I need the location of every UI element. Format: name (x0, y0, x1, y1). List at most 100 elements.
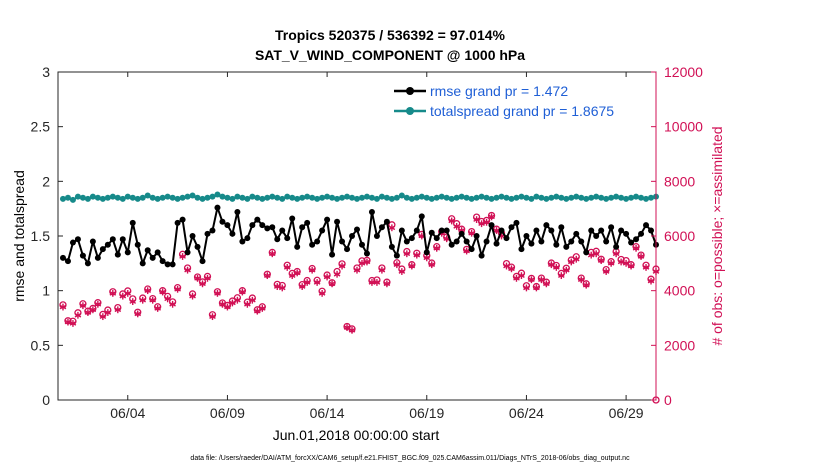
asterisk-stroke (338, 263, 346, 269)
totalspread-point (149, 194, 156, 201)
totalspread-point (488, 195, 495, 202)
rmse-point (628, 239, 635, 246)
asterisk-stroke (398, 269, 406, 274)
assimilated-obs-point (483, 218, 490, 226)
asterisk-stroke (154, 306, 161, 311)
totalspread-point (543, 195, 550, 202)
asterisk-stroke (488, 214, 495, 220)
rmse-point (99, 246, 106, 253)
rmse-point (543, 222, 550, 229)
rmse-point (453, 238, 460, 245)
totalspread-point (593, 193, 600, 200)
rmse-point (214, 204, 221, 211)
totalspread-point (179, 194, 186, 201)
asterisk-stroke (74, 312, 82, 318)
asterisk-stroke (597, 258, 605, 263)
assimilated-obs-point (533, 284, 540, 292)
rmse-point (593, 233, 600, 239)
totalspread-point (169, 194, 176, 201)
rmse-point (194, 243, 201, 250)
asterisk-stroke (423, 255, 431, 261)
rmse-point (513, 219, 520, 226)
asterisk-stroke (378, 267, 386, 273)
rmse-point (224, 222, 231, 229)
totalspread-point (513, 194, 520, 201)
y-tick-label-left: 0 (42, 392, 50, 408)
x-tick-label: 06/14 (310, 405, 345, 421)
asterisk-stroke (298, 284, 306, 289)
asterisk-stroke (263, 273, 271, 278)
assimilated-obs-point (592, 250, 600, 258)
totalspread-point (378, 193, 385, 200)
totalspread-point (468, 195, 475, 202)
rmse-point (169, 261, 176, 268)
totalspread-point (224, 194, 231, 201)
rmse-point (264, 225, 271, 232)
rmse-point (309, 241, 316, 248)
rmse-point (613, 243, 620, 250)
asterisk-stroke (592, 251, 600, 257)
rmse-point (284, 235, 291, 242)
rmse-point (478, 252, 485, 259)
totalspread-point (204, 194, 211, 201)
x-tick-label: 06/09 (210, 405, 245, 421)
rmse-point (229, 230, 236, 237)
assimilated-obs-point (308, 266, 316, 274)
totalspread-point (209, 193, 216, 200)
rmse-point (119, 236, 126, 243)
assimilated-obs-point (179, 253, 186, 260)
assimilated-obs-point (453, 223, 460, 230)
rmse-point (433, 235, 440, 242)
assimilated-obs-point (518, 272, 525, 280)
totalspread-point (368, 194, 375, 201)
totalspread-point (309, 194, 316, 201)
assimilated-obs-point (597, 257, 605, 264)
totalspread-point (279, 195, 286, 202)
rmse-point (533, 227, 540, 234)
totalspread-point (274, 194, 281, 201)
assimilated-obs-point (398, 268, 406, 275)
assimilated-obs-point (428, 261, 436, 269)
assimilated-obs-point (199, 280, 206, 288)
assimilated-obs-point (577, 276, 585, 284)
y-axis-label-right: # of obs: o=possible; ×=assimilated (709, 126, 725, 345)
assimilated-obs-point (388, 224, 396, 232)
rmse-point (274, 236, 281, 243)
rmse-point (319, 227, 326, 234)
assimilated-obs-point (139, 296, 147, 304)
totalspread-point (483, 194, 490, 201)
asterisk-stroke (508, 266, 515, 272)
asterisk-stroke (468, 230, 475, 236)
rmse-point (473, 233, 480, 239)
totalspread-point (59, 195, 66, 202)
rmse-point (578, 238, 585, 245)
rmse-point (438, 227, 445, 234)
assimilated-obs-point (408, 262, 416, 270)
totalspread-point (523, 194, 530, 201)
y-tick-label-left: 0.5 (31, 337, 51, 353)
rmse-point (443, 227, 450, 234)
asterisk-stroke (64, 319, 72, 325)
asterisk-stroke (169, 302, 176, 307)
totalspread-point (234, 193, 241, 200)
assimilated-obs-point (59, 303, 67, 311)
totalspread-point (319, 194, 326, 201)
rmse-point (488, 222, 495, 229)
y-tick-label-right: 0 (664, 392, 672, 408)
assimilated-obs-point (99, 313, 107, 321)
rmse-point (553, 241, 560, 248)
totalspread-point (129, 194, 136, 201)
assimilated-obs-point (523, 284, 530, 292)
asterisk-stroke (204, 276, 211, 281)
totalspread-point (643, 195, 650, 202)
assimilated-obs-point (154, 305, 161, 312)
asterisk-stroke (582, 282, 590, 288)
totalspread-point (294, 195, 301, 202)
asterisk-stroke (194, 276, 201, 281)
y-tick-label-left: 1 (42, 283, 50, 299)
rmse-point (523, 233, 530, 239)
asterisk-stroke (627, 263, 635, 269)
totalspread-point (448, 195, 455, 202)
assimilated-obs-point (94, 300, 102, 308)
rmse-point (413, 227, 420, 234)
